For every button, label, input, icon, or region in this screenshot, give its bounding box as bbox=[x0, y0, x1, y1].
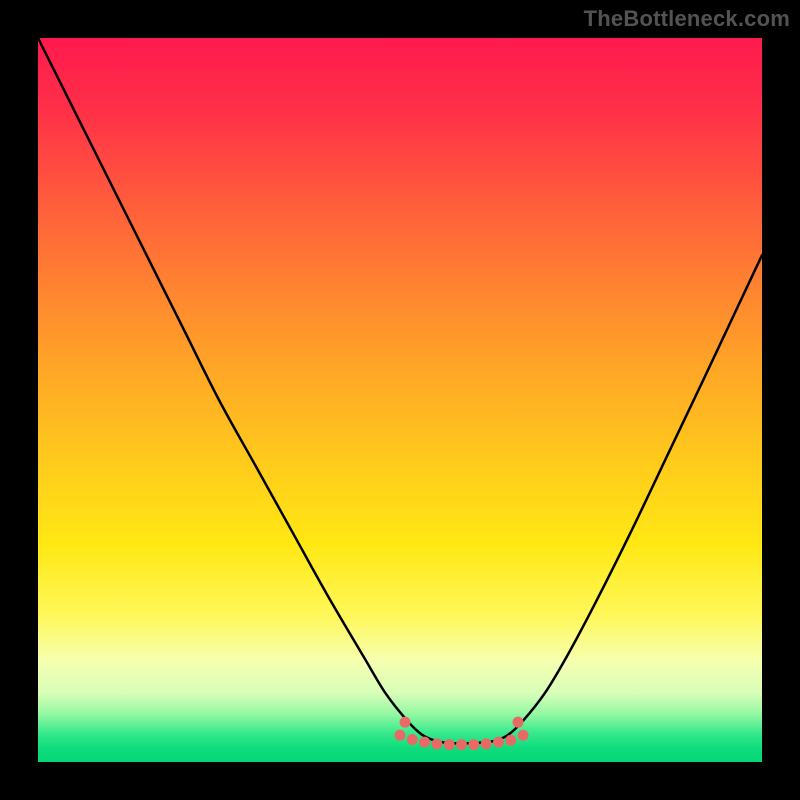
valley-marker bbox=[513, 717, 524, 728]
valley-marker bbox=[518, 730, 529, 741]
valley-marker bbox=[431, 738, 442, 749]
plot-area bbox=[38, 38, 762, 762]
curve-layer bbox=[38, 38, 762, 762]
valley-marker bbox=[395, 730, 406, 741]
valley-marker bbox=[481, 738, 492, 749]
valley-marker bbox=[419, 737, 430, 748]
valley-marker bbox=[444, 739, 455, 750]
valley-marker bbox=[456, 739, 467, 750]
valley-marker bbox=[407, 734, 418, 745]
bottleneck-curve bbox=[38, 38, 762, 743]
valley-marker bbox=[468, 739, 479, 750]
valley-marker bbox=[505, 735, 516, 746]
chart-container: TheBottleneck.com bbox=[0, 0, 800, 800]
valley-marker bbox=[400, 717, 411, 728]
watermark-text: TheBottleneck.com bbox=[584, 6, 790, 32]
valley-marker bbox=[493, 737, 504, 748]
